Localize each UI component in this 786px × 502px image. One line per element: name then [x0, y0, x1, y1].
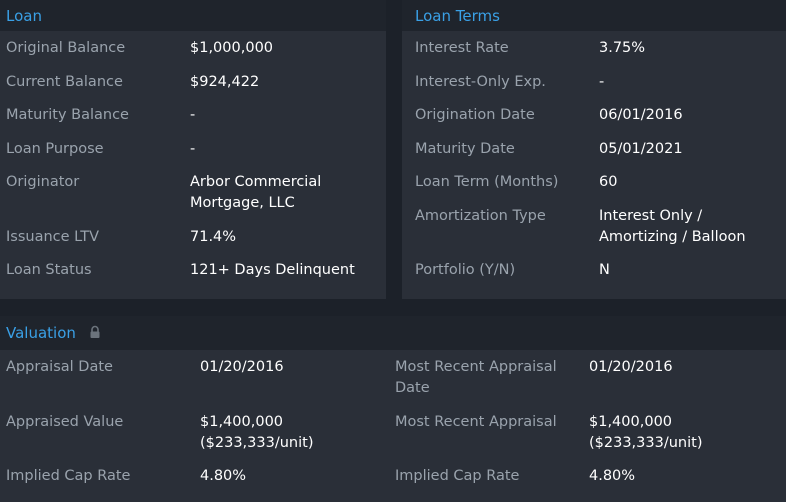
- loan-term-months-value: 60: [599, 174, 618, 190]
- interest-only-exp-label: Interest-Only Exp.: [415, 74, 546, 90]
- loan-purpose-label: Loan Purpose: [6, 141, 104, 157]
- origination-date-label: Origination Date: [415, 107, 535, 123]
- loan-panel-title: Loan: [6, 6, 42, 25]
- valuation-panel: Valuation Appraisal Date 01/20/2016 Appr…: [0, 316, 786, 502]
- maturity-date-value: 05/01/2021: [599, 141, 683, 157]
- recent-appraisal-value-line1: $1,400,000: [589, 414, 673, 430]
- implied-cap-rate-value: 4.80%: [200, 468, 247, 484]
- loan-terms-panel-header: Loan Terms: [402, 0, 786, 31]
- recent-appraisal-label: Most Recent Appraisal: [395, 414, 557, 430]
- recent-appraisal-date-label-line2: Date: [395, 380, 430, 396]
- originator-value-line1: Arbor Commercial: [190, 174, 322, 190]
- origination-date-value: 06/01/2016: [599, 107, 683, 123]
- loan-terms-panel-title: Loan Terms: [415, 6, 500, 25]
- issuance-ltv-value: 71.4%: [190, 229, 237, 245]
- recent-appraisal-value-line2: ($233,333/unit): [589, 435, 703, 451]
- current-balance-value: $924,422: [190, 74, 260, 90]
- originator-label: Originator: [6, 174, 80, 190]
- interest-rate-label: Interest Rate: [415, 40, 509, 56]
- maturity-balance-label: Maturity Balance: [6, 107, 129, 123]
- loan-purpose-value: -: [190, 141, 196, 157]
- valuation-panel-title: Valuation: [6, 324, 76, 342]
- loan-status-value: 121+ Days Delinquent: [190, 262, 355, 278]
- issuance-ltv-label: Issuance LTV: [6, 229, 100, 245]
- appraisal-date-value: 01/20/2016: [200, 359, 284, 375]
- valuation-panel-header: Valuation: [0, 316, 786, 350]
- appraised-value-line1: $1,400,000: [200, 414, 284, 430]
- maturity-balance-value: -: [190, 107, 196, 123]
- amortization-type-value-line1: Interest Only /: [599, 208, 703, 224]
- amortization-type-value-line2: Amortizing / Balloon: [599, 229, 746, 245]
- original-balance-value: $1,000,000: [190, 40, 274, 56]
- recent-implied-cap-rate-label: Implied Cap Rate: [395, 468, 520, 484]
- implied-cap-rate-label: Implied Cap Rate: [6, 468, 131, 484]
- current-balance-label: Current Balance: [6, 74, 123, 90]
- loan-terms-panel: Loan Terms Interest Rate 3.75% Interest-…: [402, 0, 786, 299]
- portfolio-label: Portfolio (Y/N): [415, 262, 516, 278]
- appraised-value-label: Appraised Value: [6, 414, 124, 430]
- interest-rate-value: 3.75%: [599, 40, 646, 56]
- recent-implied-cap-rate-value: 4.80%: [589, 468, 636, 484]
- recent-appraisal-date-value: 01/20/2016: [589, 359, 673, 375]
- loan-panel: Loan Original Balance $1,000,000 Current…: [0, 0, 386, 299]
- lock-icon: [88, 325, 102, 339]
- originator-value-line2: Mortgage, LLC: [190, 195, 295, 211]
- loan-status-label: Loan Status: [6, 262, 92, 278]
- loan-panel-header: Loan: [0, 0, 386, 31]
- original-balance-label: Original Balance: [6, 40, 126, 56]
- recent-appraisal-date-label-line1: Most Recent Appraisal: [395, 359, 557, 375]
- appraised-value-line2: ($233,333/unit): [200, 435, 314, 451]
- portfolio-value: N: [599, 262, 610, 278]
- amortization-type-label: Amortization Type: [415, 208, 546, 224]
- loan-term-months-label: Loan Term (Months): [415, 174, 559, 190]
- interest-only-exp-value: -: [599, 74, 605, 90]
- maturity-date-label: Maturity Date: [415, 141, 515, 157]
- appraisal-date-label: Appraisal Date: [6, 359, 113, 375]
